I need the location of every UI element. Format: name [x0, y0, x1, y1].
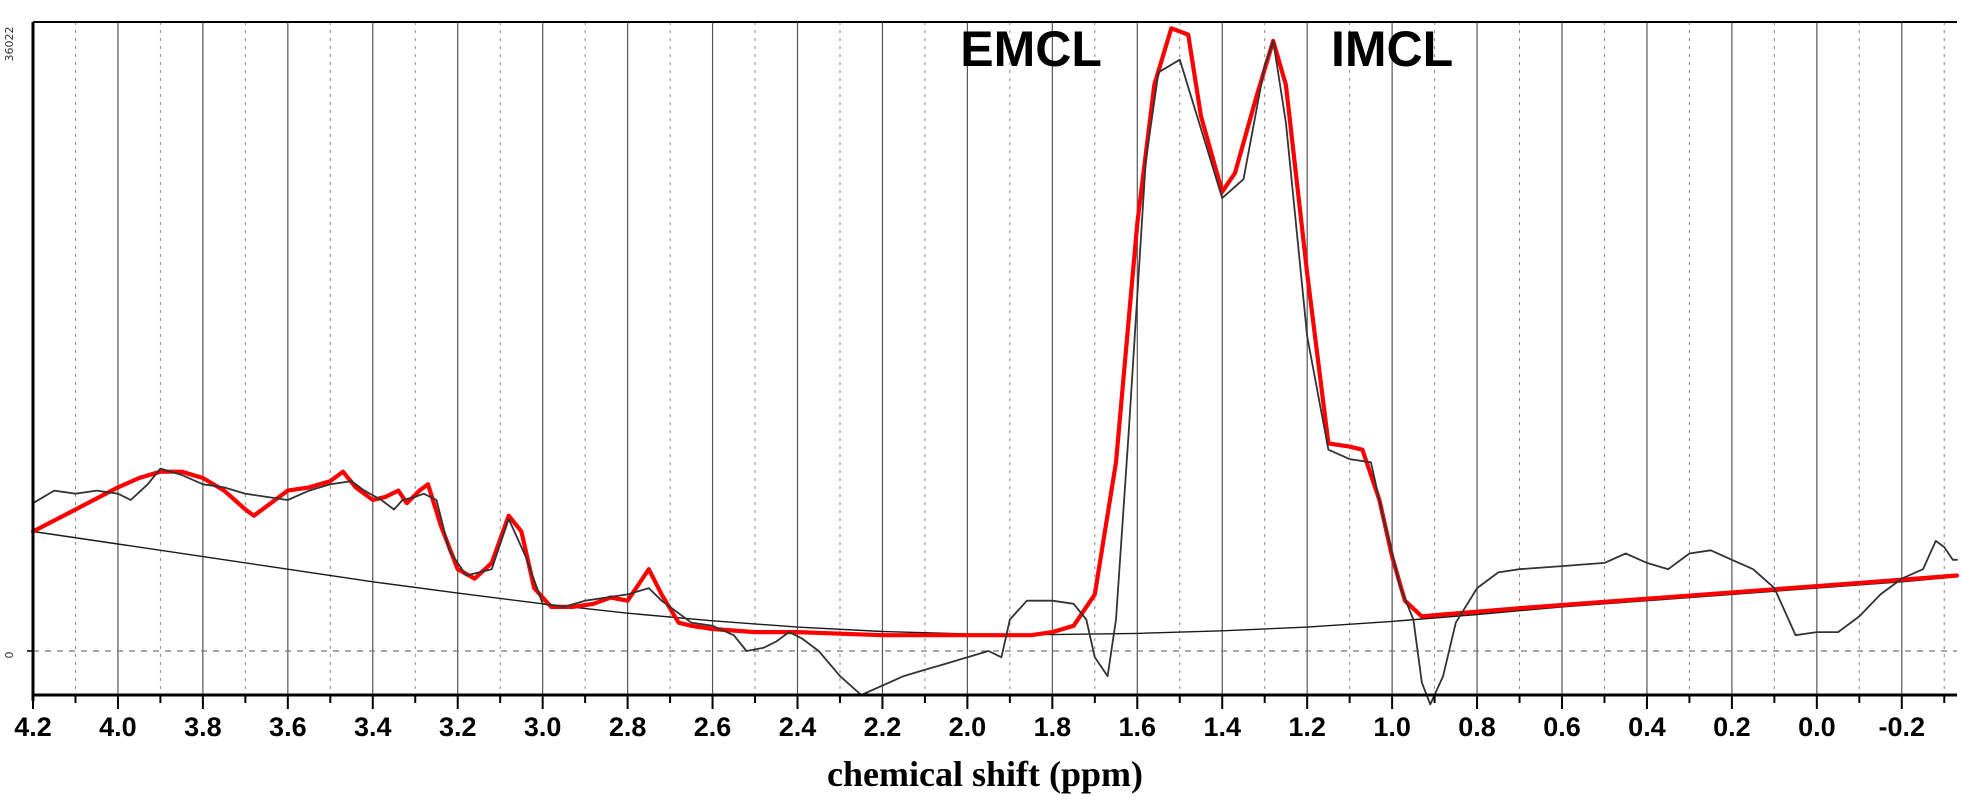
- x-tick-label: 2.2: [864, 712, 902, 742]
- x-tick-label: 1.8: [1034, 712, 1072, 742]
- x-tick-label: 0.2: [1713, 712, 1751, 742]
- x-tick-label: 4.2: [14, 712, 52, 742]
- x-tick-label: 1.0: [1373, 712, 1411, 742]
- x-tick-label: 1.2: [1288, 712, 1326, 742]
- x-tick-label: 0.6: [1543, 712, 1581, 742]
- x-ticks: [32, 695, 1946, 709]
- x-tick-label: -0.2: [1879, 712, 1926, 742]
- x-tick-label: 1.6: [1119, 712, 1157, 742]
- series-line-fitted-curve: [30, 26, 1960, 638]
- x-tick-label: 2.4: [779, 712, 817, 742]
- x-tick-label: 0.8: [1458, 712, 1496, 742]
- emcl-peak-label: EMCL: [960, 21, 1102, 77]
- x-tick-label: 3.8: [184, 712, 222, 742]
- x-tick-label: 1.4: [1203, 712, 1241, 742]
- x-tick-label: 3.2: [439, 712, 477, 742]
- y-top-label: 36022: [3, 27, 16, 62]
- x-axis-title: chemical shift (ppm): [827, 754, 1143, 794]
- x-tick-label: 3.0: [524, 712, 562, 742]
- x-tick-label: 0.4: [1628, 712, 1666, 742]
- gridlines: [32, 22, 1945, 695]
- imcl-peak-label: IMCL: [1331, 21, 1453, 77]
- x-tick-label: 4.0: [99, 712, 137, 742]
- plot-frame: [27, 21, 1957, 701]
- x-tick-label: 3.4: [354, 712, 392, 742]
- x-tick-label: 3.6: [269, 712, 307, 742]
- x-tick-label: 2.8: [609, 712, 647, 742]
- x-tick-label: 2.6: [694, 712, 732, 742]
- series-line-measured-spectrum: [32, 40, 1958, 706]
- x-tick-labels: 4.2 4.0 3.8 3.6 3.4 3.2 3.0 2.8 2.6 2.4 2.2 2.0 1.8 1…: [14, 712, 1925, 742]
- x-tick-label: 0.0: [1798, 712, 1836, 742]
- series-group: [30, 26, 1960, 706]
- y-zero-label: 0: [3, 651, 16, 658]
- x-tick-label: 2.0: [949, 712, 987, 742]
